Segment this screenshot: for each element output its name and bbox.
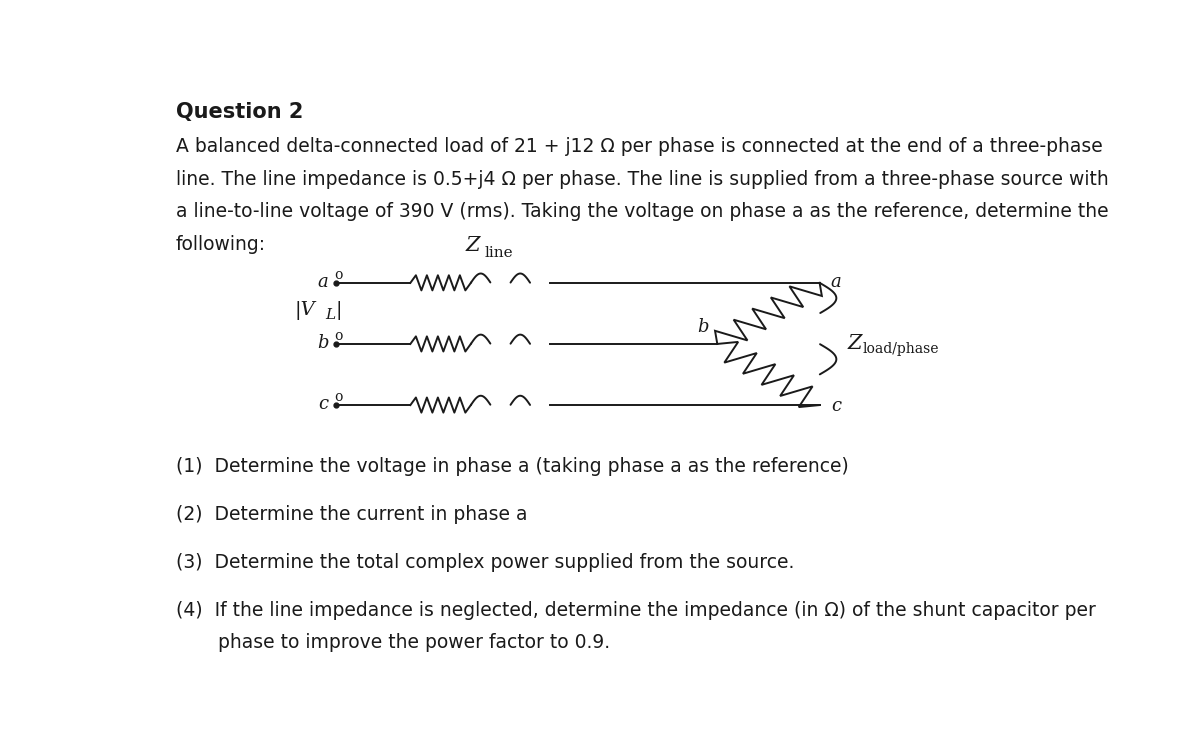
Text: c: c — [830, 397, 841, 415]
Text: (1)  Determine the voltage in phase a (taking phase a as the reference): (1) Determine the voltage in phase a (ta… — [176, 457, 848, 476]
Text: b: b — [697, 318, 709, 336]
Text: phase to improve the power factor to 0.9.: phase to improve the power factor to 0.9… — [176, 633, 610, 652]
Text: load/phase: load/phase — [863, 342, 938, 356]
Text: o: o — [334, 390, 342, 404]
Text: L: L — [325, 308, 335, 322]
Text: |V: |V — [294, 301, 314, 320]
Text: b: b — [317, 334, 329, 352]
Text: line. The line impedance is 0.5+j4 Ω per phase. The line is supplied from a thre: line. The line impedance is 0.5+j4 Ω per… — [176, 170, 1109, 189]
Text: Z: Z — [466, 236, 480, 255]
Text: following:: following: — [176, 235, 266, 254]
Text: a: a — [830, 273, 841, 290]
Text: (4)  If the line impedance is neglected, determine the impedance (in Ω) of the s: (4) If the line impedance is neglected, … — [176, 601, 1096, 620]
Text: o: o — [334, 268, 342, 282]
Text: a: a — [318, 273, 329, 290]
Text: Z: Z — [847, 334, 862, 354]
Text: A balanced delta-connected load of 21 + j12 Ω per phase is connected at the end : A balanced delta-connected load of 21 + … — [176, 138, 1103, 156]
Text: c: c — [318, 395, 329, 413]
Text: (2)  Determine the current in phase a: (2) Determine the current in phase a — [176, 505, 528, 524]
Text: Question 2: Question 2 — [176, 102, 304, 122]
Text: (3)  Determine the total complex power supplied from the source.: (3) Determine the total complex power su… — [176, 553, 794, 572]
Text: o: o — [334, 329, 342, 342]
Text: |: | — [335, 301, 342, 320]
Text: a line-to-line voltage of 390 V (rms). Taking the voltage on phase a as the refe: a line-to-line voltage of 390 V (rms). T… — [176, 203, 1109, 222]
Text: line: line — [485, 246, 514, 259]
